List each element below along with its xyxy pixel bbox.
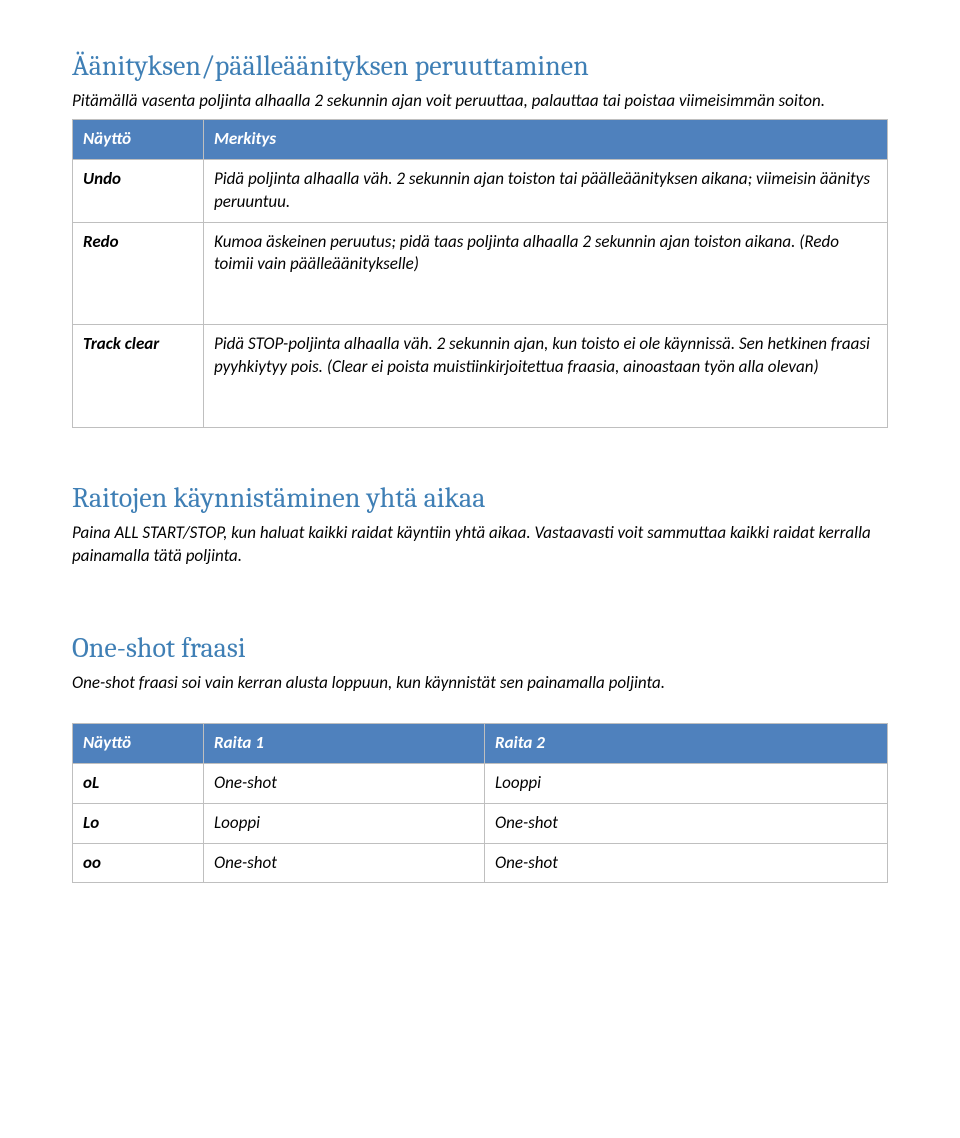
body-text: Paina ALL START/STOP, kun haluat kaikki … xyxy=(72,522,888,568)
section-start-all-tracks: Raitojen käynnistäminen yhtä aikaa Paina… xyxy=(72,480,888,568)
table-one-shot: Näyttö Raita 1 Raita 2 oL One-shot Loopp… xyxy=(72,723,888,884)
cell-code: oo xyxy=(73,843,204,883)
cell-text: Pidä STOP-poljinta alhaalla väh. 2 sekun… xyxy=(204,325,888,428)
th-display: Näyttö xyxy=(73,119,204,159)
th-meaning: Merkitys xyxy=(204,119,888,159)
table-row: oL One-shot Looppi xyxy=(73,763,888,803)
cell-track2: Looppi xyxy=(485,763,888,803)
table-header-row: Näyttö Merkitys xyxy=(73,119,888,159)
table-header-row: Näyttö Raita 1 Raita 2 xyxy=(73,723,888,763)
cell-track1: Looppi xyxy=(204,803,485,843)
table-row: oo One-shot One-shot xyxy=(73,843,888,883)
cell-label: Track clear xyxy=(73,325,204,428)
body-text: One-shot fraasi soi vain kerran alusta l… xyxy=(72,672,888,695)
th-track1: Raita 1 xyxy=(204,723,485,763)
section-one-shot: One-shot fraasi One-shot fraasi soi vain… xyxy=(72,630,888,883)
cell-code: Lo xyxy=(73,803,204,843)
cell-label: Undo xyxy=(73,159,204,222)
cell-track2: One-shot xyxy=(485,803,888,843)
cell-code: oL xyxy=(73,763,204,803)
heading-one-shot: One-shot fraasi xyxy=(72,630,888,668)
th-track2: Raita 2 xyxy=(485,723,888,763)
cell-text: Kumoa äskeinen peruutus; pidä taas polji… xyxy=(204,222,888,325)
table-undo-redo: Näyttö Merkitys Undo Pidä poljinta alhaa… xyxy=(72,119,888,429)
table-row: Undo Pidä poljinta alhaalla väh. 2 sekun… xyxy=(73,159,888,222)
heading-cancel-recording: Äänityksen/päälleäänityksen peruuttamine… xyxy=(72,48,888,86)
section-cancel-recording: Äänityksen/päälleäänityksen peruuttamine… xyxy=(72,48,888,428)
cell-text: Pidä poljinta alhaalla väh. 2 sekunnin a… xyxy=(204,159,888,222)
table-row: Track clear Pidä STOP-poljinta alhaalla … xyxy=(73,325,888,428)
table-row: Lo Looppi One-shot xyxy=(73,803,888,843)
table-row: Redo Kumoa äskeinen peruutus; pidä taas … xyxy=(73,222,888,325)
cell-track2: One-shot xyxy=(485,843,888,883)
cell-track1: One-shot xyxy=(204,843,485,883)
cell-track1: One-shot xyxy=(204,763,485,803)
th-display: Näyttö xyxy=(73,723,204,763)
intro-text: Pitämällä vasenta poljinta alhaalla 2 se… xyxy=(72,90,888,113)
heading-start-all: Raitojen käynnistäminen yhtä aikaa xyxy=(72,480,888,518)
cell-label: Redo xyxy=(73,222,204,325)
